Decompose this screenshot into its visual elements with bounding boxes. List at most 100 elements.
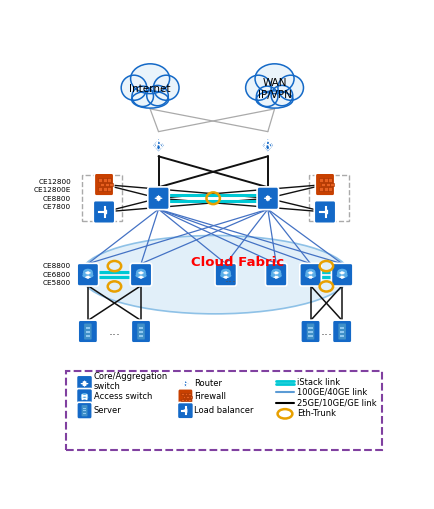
Ellipse shape	[81, 393, 88, 398]
Text: Internet: Internet	[129, 84, 171, 94]
FancyBboxPatch shape	[76, 375, 92, 392]
Ellipse shape	[136, 271, 142, 276]
Ellipse shape	[246, 75, 271, 100]
Bar	[109, 183, 113, 186]
Bar	[319, 178, 323, 182]
Bar	[83, 413, 86, 414]
Ellipse shape	[131, 64, 170, 94]
Ellipse shape	[255, 64, 294, 94]
Text: ...: ...	[225, 272, 237, 285]
FancyBboxPatch shape	[307, 324, 314, 340]
Text: Core/Aggregation
switch: Core/Aggregation switch	[94, 372, 168, 391]
FancyBboxPatch shape	[94, 173, 114, 196]
FancyBboxPatch shape	[76, 388, 92, 405]
Bar	[86, 331, 90, 332]
Bar	[100, 183, 104, 186]
Bar	[309, 335, 312, 336]
FancyBboxPatch shape	[215, 263, 237, 286]
FancyBboxPatch shape	[137, 324, 145, 340]
FancyBboxPatch shape	[332, 263, 353, 286]
Ellipse shape	[337, 269, 347, 275]
Ellipse shape	[132, 91, 168, 108]
Ellipse shape	[271, 271, 277, 276]
Bar	[184, 399, 187, 401]
Ellipse shape	[341, 271, 347, 276]
FancyBboxPatch shape	[77, 263, 99, 286]
FancyBboxPatch shape	[339, 324, 346, 340]
Ellipse shape	[337, 271, 343, 276]
FancyBboxPatch shape	[93, 201, 115, 223]
Ellipse shape	[81, 394, 85, 398]
Bar	[190, 396, 193, 398]
Polygon shape	[181, 379, 190, 388]
Bar	[83, 410, 86, 411]
Bar	[139, 335, 143, 336]
Ellipse shape	[82, 273, 93, 278]
Text: R: R	[264, 140, 272, 150]
Text: ...: ...	[320, 325, 332, 338]
Bar	[86, 335, 90, 336]
FancyBboxPatch shape	[130, 263, 152, 286]
Text: Cloud Fabric: Cloud Fabric	[191, 257, 284, 269]
Ellipse shape	[309, 271, 316, 276]
Bar	[319, 187, 323, 191]
FancyBboxPatch shape	[266, 263, 287, 286]
Ellipse shape	[84, 394, 88, 398]
Text: 25GE/10GE/GE link: 25GE/10GE/GE link	[297, 399, 377, 407]
Bar	[188, 393, 191, 395]
Text: Load balancer: Load balancer	[194, 406, 253, 415]
Text: Server: Server	[94, 406, 122, 415]
Ellipse shape	[121, 75, 147, 100]
Bar	[181, 393, 184, 395]
Ellipse shape	[271, 86, 293, 106]
Ellipse shape	[220, 273, 231, 278]
FancyBboxPatch shape	[332, 320, 352, 343]
Bar	[181, 399, 184, 401]
Text: CE12800
CE12800E
CE8800
CE7800: CE12800 CE12800E CE8800 CE7800	[34, 179, 71, 210]
Ellipse shape	[154, 75, 179, 100]
Ellipse shape	[80, 236, 349, 314]
Bar	[86, 327, 90, 329]
Text: 100GE/40GE link: 100GE/40GE link	[297, 388, 367, 397]
Bar	[309, 327, 312, 329]
FancyBboxPatch shape	[257, 187, 279, 210]
Text: Router: Router	[194, 379, 222, 388]
Bar	[83, 408, 86, 409]
Text: R: R	[155, 140, 162, 150]
Bar	[183, 396, 185, 398]
Bar	[340, 327, 344, 329]
Bar	[186, 396, 189, 398]
Bar	[324, 178, 328, 182]
FancyBboxPatch shape	[84, 324, 92, 340]
Ellipse shape	[256, 86, 278, 106]
Bar	[184, 393, 187, 395]
FancyBboxPatch shape	[300, 263, 321, 286]
Text: Firewall: Firewall	[194, 392, 226, 402]
Text: WAN
IP/VPN: WAN IP/VPN	[258, 78, 292, 100]
Bar	[98, 187, 102, 191]
Polygon shape	[262, 138, 274, 153]
Ellipse shape	[140, 271, 146, 276]
Bar	[321, 183, 325, 186]
Bar	[326, 183, 329, 186]
Bar	[139, 331, 143, 332]
FancyBboxPatch shape	[66, 372, 382, 450]
FancyBboxPatch shape	[314, 201, 336, 223]
Bar	[188, 399, 191, 401]
FancyBboxPatch shape	[178, 403, 194, 419]
Ellipse shape	[306, 269, 316, 275]
Bar	[340, 331, 344, 332]
Ellipse shape	[221, 269, 231, 275]
Bar	[105, 183, 108, 186]
Ellipse shape	[81, 396, 89, 399]
Ellipse shape	[305, 271, 312, 276]
Bar	[309, 331, 312, 332]
Ellipse shape	[305, 273, 316, 278]
Ellipse shape	[256, 91, 293, 108]
FancyBboxPatch shape	[315, 173, 335, 196]
Polygon shape	[152, 138, 165, 153]
Bar	[330, 183, 334, 186]
Bar	[103, 187, 107, 191]
FancyBboxPatch shape	[78, 320, 98, 343]
Bar	[107, 187, 111, 191]
